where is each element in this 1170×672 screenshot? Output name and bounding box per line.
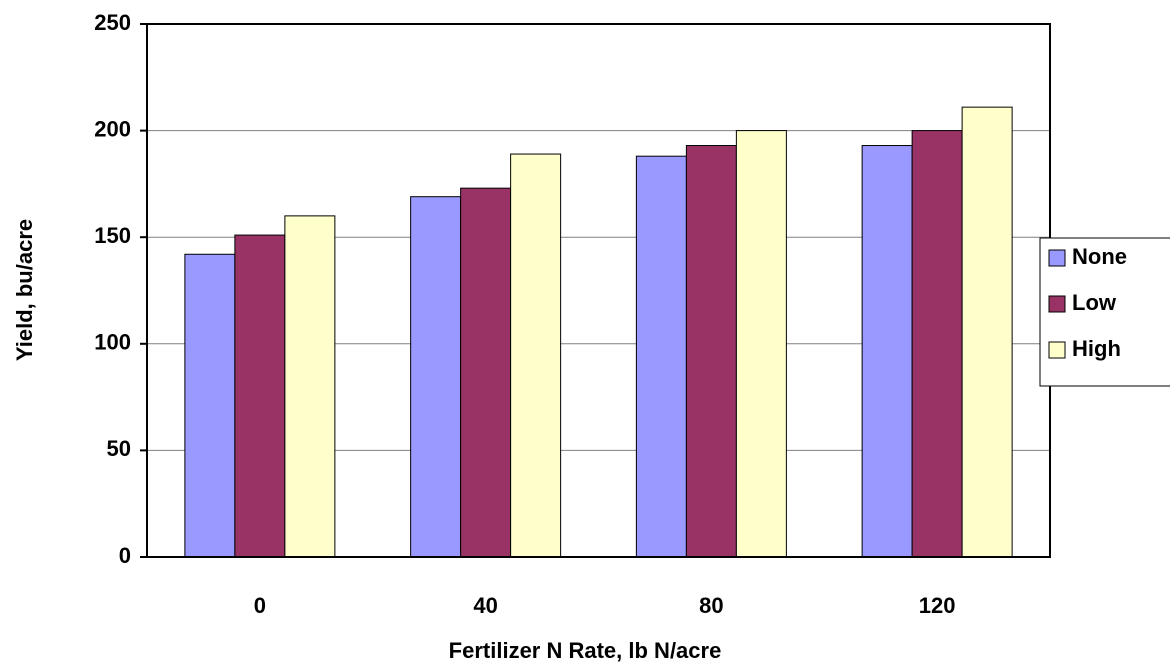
legend-swatch	[1048, 249, 1066, 267]
bar	[911, 130, 963, 558]
x-tick-label: 120	[919, 593, 956, 618]
y-tick-label: 250	[94, 10, 131, 35]
y-tick-label: 150	[94, 223, 131, 248]
y-tick-label: 100	[94, 330, 131, 355]
bar	[685, 145, 737, 558]
x-tick-label: 0	[254, 593, 266, 618]
legend-label: Low	[1072, 290, 1117, 315]
bar	[410, 196, 462, 558]
legend-swatch	[1048, 341, 1066, 359]
legend-label: High	[1072, 336, 1121, 361]
legend-label: None	[1072, 244, 1127, 269]
bar	[184, 253, 236, 558]
x-tick-label: 40	[473, 593, 497, 618]
bar	[460, 187, 512, 558]
bar	[735, 130, 787, 558]
x-tick-label: 80	[699, 593, 723, 618]
legend-swatch	[1048, 295, 1066, 313]
y-tick-label: 0	[119, 543, 131, 568]
x-axis-title: Fertilizer N Rate, lb N/acre	[449, 638, 722, 663]
y-tick-label: 50	[107, 436, 131, 461]
bar	[510, 153, 562, 558]
bar	[961, 106, 1013, 558]
bar	[234, 234, 286, 558]
bar	[635, 155, 687, 558]
y-axis-title: Yield, bu/acre	[12, 219, 37, 361]
bar	[284, 215, 336, 558]
bar	[861, 145, 913, 558]
y-tick-label: 200	[94, 116, 131, 141]
